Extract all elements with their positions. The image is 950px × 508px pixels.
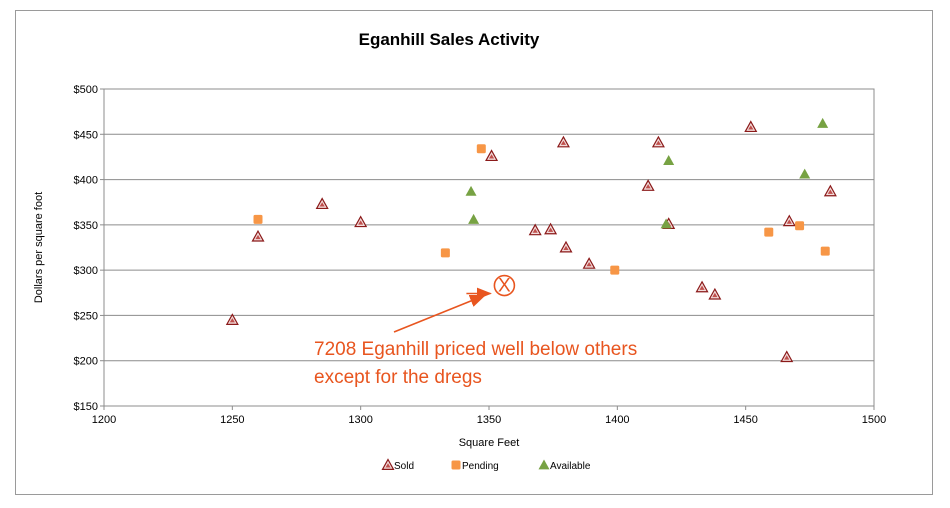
data-point-sold bbox=[823, 184, 837, 197]
data-point-sold bbox=[544, 222, 558, 235]
data-point-available bbox=[468, 213, 480, 224]
y-tick-labels: $150 $200 $250 $300 $350 $400 $450 $500 bbox=[74, 84, 98, 413]
annotation-arrow bbox=[393, 294, 486, 333]
data-point-sold bbox=[641, 179, 655, 191]
x-tick-label: 1250 bbox=[220, 414, 244, 426]
x-tick-labels: 1200 1250 1300 1350 1400 1450 1500 bbox=[92, 414, 886, 426]
x-tick-label: 1300 bbox=[348, 414, 372, 426]
legend: Sold Pending Available bbox=[381, 458, 591, 472]
annotation-text-line2: except for the dregs bbox=[314, 367, 482, 388]
data-point-sold bbox=[251, 229, 265, 242]
data-point-sold bbox=[225, 313, 239, 325]
data-point-pending bbox=[253, 214, 263, 224]
data-point-pending bbox=[476, 144, 486, 154]
data-point-sold bbox=[651, 135, 665, 148]
data-points bbox=[225, 117, 837, 363]
legend-label-pending: Pending bbox=[462, 461, 499, 472]
chart-frame: Eganhill Sales Activity $150 $200 $250 $300… bbox=[15, 10, 933, 495]
legend-marker-available bbox=[538, 459, 550, 470]
data-point-sold bbox=[559, 240, 573, 253]
data-point-pending bbox=[764, 227, 774, 237]
data-point-sold bbox=[744, 120, 758, 133]
y-tick-label: $500 bbox=[74, 84, 98, 96]
y-tick-label: $200 bbox=[74, 356, 98, 368]
data-point-available bbox=[465, 185, 477, 196]
data-point-available bbox=[660, 218, 672, 229]
chart-title: Eganhill Sales Activity bbox=[359, 30, 540, 49]
data-point-pending bbox=[795, 221, 805, 231]
data-point-sold bbox=[782, 214, 796, 227]
x-tick-label: 1500 bbox=[862, 414, 886, 426]
plot-area bbox=[103, 88, 875, 407]
data-point-available bbox=[663, 155, 675, 165]
legend-marker-pending bbox=[451, 460, 461, 470]
data-point-sold bbox=[708, 287, 722, 300]
data-point-sold bbox=[315, 197, 329, 210]
y-tick-label: $400 bbox=[74, 175, 98, 187]
data-point-sold bbox=[528, 223, 542, 236]
data-point-available bbox=[817, 117, 829, 128]
data-point-sold bbox=[485, 149, 499, 162]
annotation-marker-circle bbox=[493, 274, 516, 297]
annotation: X 7208 Eganhill priced well below others… bbox=[314, 274, 637, 388]
data-point-pending bbox=[440, 248, 450, 258]
annotation-text-line1: 7208 Eganhill priced well below others bbox=[314, 339, 637, 360]
x-tick-label: 1450 bbox=[733, 414, 757, 426]
x-axis-title: Square Feet bbox=[459, 437, 520, 449]
y-tick-label: $300 bbox=[74, 265, 98, 277]
legend-label-available: Available bbox=[550, 461, 591, 472]
y-tick-label: $350 bbox=[74, 220, 98, 232]
data-point-pending bbox=[610, 265, 620, 275]
x-tick-label: 1200 bbox=[92, 414, 116, 426]
x-tick-label: 1350 bbox=[477, 414, 501, 426]
data-point-pending bbox=[820, 246, 830, 256]
scatter-chart: Eganhill Sales Activity $150 $200 $250 $300… bbox=[33, 30, 886, 472]
data-point-sold bbox=[582, 257, 596, 269]
legend-label-sold: Sold bbox=[394, 461, 414, 472]
y-tick-label: $250 bbox=[74, 310, 98, 322]
y-axis-title: Dollars per square foot bbox=[33, 192, 45, 303]
data-point-sold bbox=[695, 280, 709, 293]
data-point-sold bbox=[354, 215, 368, 228]
gridlines bbox=[100, 88, 875, 410]
y-tick-label: $150 bbox=[74, 401, 98, 413]
x-tick-label: 1400 bbox=[605, 414, 629, 426]
data-point-sold bbox=[556, 135, 570, 148]
y-tick-label: $450 bbox=[74, 129, 98, 141]
annotation-marker-label: X bbox=[498, 276, 511, 297]
data-point-sold bbox=[780, 350, 794, 363]
legend-marker-sold bbox=[381, 458, 395, 470]
data-point-available bbox=[799, 168, 811, 179]
